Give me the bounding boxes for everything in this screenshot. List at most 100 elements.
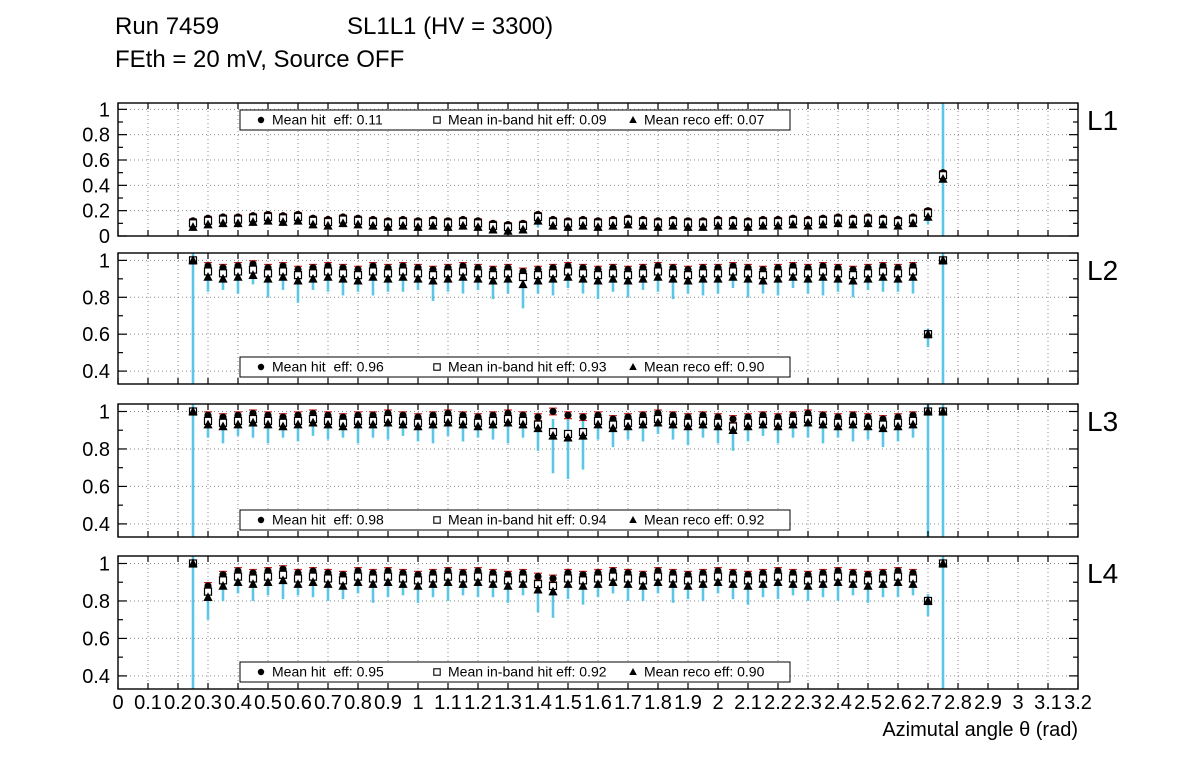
reco-marker [848, 579, 858, 588]
reco-marker [638, 273, 648, 283]
y-tick-label: 0.8 [82, 287, 110, 309]
x-tick-label: 0.9 [374, 692, 402, 714]
reco-marker [878, 579, 888, 588]
reco-marker [413, 580, 423, 590]
reco-marker [773, 220, 783, 230]
reco-marker [383, 273, 393, 283]
reco-marker [938, 406, 948, 416]
reco-marker [218, 580, 228, 590]
reco-marker [263, 273, 273, 283]
reco-marker [413, 222, 423, 231]
reco-marker [728, 579, 738, 588]
reco-marker [308, 219, 318, 229]
x-axis-title: Azimutal angle θ (rad) [882, 719, 1078, 741]
reco-marker [398, 419, 408, 429]
data-points [188, 556, 948, 689]
reco-marker [623, 275, 633, 285]
reco-marker [833, 218, 843, 228]
reco-marker [758, 579, 768, 588]
reco-marker [563, 222, 573, 231]
reco-marker [908, 218, 918, 228]
reco-marker [578, 580, 588, 590]
y-tick-label: 0.6 [82, 628, 110, 650]
data-points [188, 103, 948, 236]
reco-marker [758, 220, 768, 230]
reco-marker [593, 275, 603, 285]
reco-marker [713, 577, 723, 587]
reco-marker [413, 273, 423, 283]
reco-marker [923, 406, 933, 416]
reco-marker [353, 419, 363, 429]
reco-marker [218, 421, 228, 431]
reco-marker [578, 273, 588, 283]
reco-marker [608, 577, 618, 587]
reco-marker [773, 273, 783, 283]
reco-marker [458, 579, 468, 588]
legend-label: Mean hit eff: 0.11 [272, 112, 383, 128]
reco-marker [503, 417, 513, 427]
reco-marker [323, 419, 333, 429]
hit-marker [549, 407, 557, 416]
reco-marker [533, 584, 543, 594]
y-tick-label: 0.4 [82, 514, 110, 536]
reco-marker [473, 577, 483, 587]
reco-marker [578, 220, 588, 230]
hit-marker [534, 573, 542, 581]
reco-marker [848, 275, 858, 285]
axis-ticks [117, 103, 1079, 237]
reco-marker [428, 419, 438, 429]
reco-marker [593, 579, 603, 588]
reco-marker [803, 220, 813, 230]
reco-marker [653, 577, 663, 587]
reco-marker [188, 222, 198, 231]
reco-marker [938, 255, 948, 265]
reco-marker [293, 579, 303, 588]
reco-marker [218, 273, 228, 283]
run-label: Run 7459 [115, 13, 220, 40]
x-tick-label: 0 [112, 692, 123, 714]
reco-marker [683, 421, 693, 431]
axis-ticks [117, 253, 1079, 384]
reco-marker [548, 430, 558, 440]
legend-square-icon [433, 116, 441, 124]
reco-marker [203, 592, 213, 602]
legend-label: Mean in-band hit eff: 0.94 [448, 512, 607, 528]
reco-marker [743, 222, 753, 231]
reco-marker [323, 271, 333, 281]
reco-marker [653, 417, 663, 427]
x-tick-label: 3.2 [1064, 692, 1092, 714]
legend-triangle-icon [629, 116, 637, 123]
reco-marker [893, 577, 903, 587]
reco-marker [248, 217, 258, 226]
reco-marker [518, 579, 528, 588]
series-markers [188, 255, 948, 339]
legend-label: Mean reco eff: 0.07 [644, 112, 765, 128]
reco-marker [533, 275, 543, 285]
legend-label: Mean hit eff: 0.98 [272, 512, 384, 528]
hit-marker [564, 411, 572, 419]
y-tick-label: 1 [99, 401, 110, 423]
x-tick-label: 0.3 [194, 692, 222, 714]
reco-marker [623, 219, 633, 229]
reco-marker [218, 218, 228, 228]
y-tick-label: 0 [99, 226, 110, 248]
x-axis-labels: 0 0.1 0.2 0.3 0.4 0.5 0.6 0.7 0.8 0.9 1 1.1 1.2 1.3 1.… [112, 692, 1091, 714]
reco-marker [308, 417, 318, 427]
reco-marker [398, 579, 408, 588]
reco-marker [683, 580, 693, 590]
x-tick-label: 1.9 [674, 692, 702, 714]
legend-circle-icon [257, 116, 265, 124]
reco-marker [338, 273, 348, 283]
legend-label: Mean hit eff: 0.95 [272, 664, 384, 680]
legend: Mean hit eff: 0.96 Mean in-band hit eff: … [239, 356, 791, 378]
reco-marker [233, 271, 243, 281]
reco-marker [353, 577, 363, 587]
reco-marker [713, 273, 723, 283]
reco-marker [788, 271, 798, 281]
reco-marker [413, 421, 423, 431]
reco-marker [608, 220, 618, 230]
reco-marker [698, 419, 708, 429]
reco-marker [818, 219, 828, 229]
plot-header: Run 7459 SL1L1 (HV = 3300) FEth = 20 mV, … [115, 10, 553, 76]
